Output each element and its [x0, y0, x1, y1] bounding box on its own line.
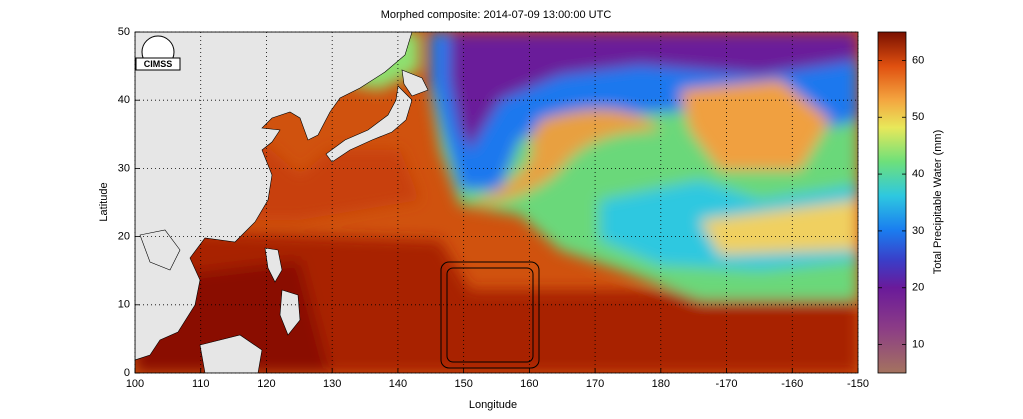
x-tick-label: 110	[192, 378, 210, 390]
colorbar-tick-label: 10	[912, 338, 924, 350]
colorbar	[877, 31, 907, 374]
colorbar-label: Total Precipitable Water (mm)	[932, 130, 944, 274]
y-tick-label: 50	[118, 26, 130, 38]
x-tick-label: -170	[716, 378, 738, 390]
y-tick-label: 10	[118, 299, 130, 311]
x-tick-label: 180	[652, 378, 670, 390]
x-tick-label: 150	[454, 378, 472, 390]
y-tick-label: 20	[118, 231, 130, 243]
x-axis-label: Longitude	[469, 399, 517, 411]
logo: CIMSS	[135, 35, 181, 71]
y-axis-label: Latitude	[98, 182, 110, 221]
colorbar-tick-label: 20	[912, 282, 924, 294]
x-tick-label: 140	[389, 378, 407, 390]
x-tick-label: -160	[781, 378, 803, 390]
plot-frame	[134, 31, 859, 374]
chart-title: Morphed composite: 2014-07-09 13:00:00 U…	[381, 9, 612, 21]
colorbar-tick-label: 40	[912, 168, 924, 180]
colorbar-tick-label: 60	[912, 54, 924, 66]
x-tick-label: 120	[257, 378, 275, 390]
logo-text: CIMSS	[144, 59, 173, 69]
x-tick-label: 170	[586, 378, 604, 390]
x-tick-label: -150	[847, 378, 869, 390]
x-tick-label: 100	[126, 378, 144, 390]
x-tick-label: 130	[323, 378, 341, 390]
colorbar-tick-label: 30	[912, 225, 924, 237]
map-field: CIMSS	[135, 32, 858, 373]
colorbar-tick-label: 50	[912, 111, 924, 123]
x-tick-label: 160	[520, 378, 538, 390]
y-tick-label: 40	[118, 94, 130, 106]
y-tick-label: 0	[124, 367, 130, 379]
y-tick-label: 30	[118, 162, 130, 174]
